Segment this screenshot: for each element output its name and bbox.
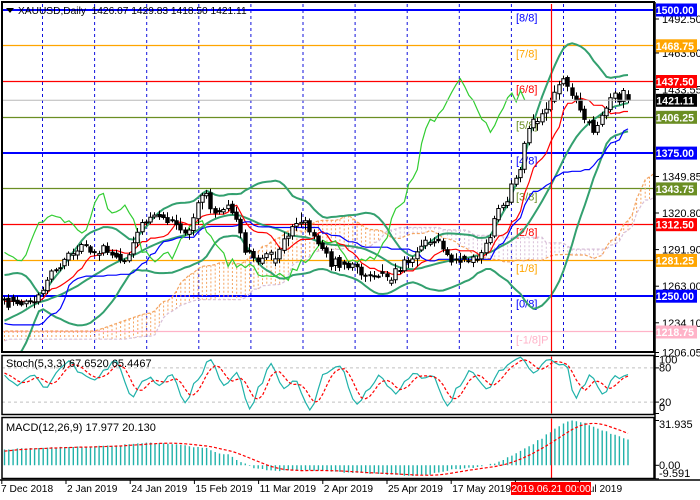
svg-text:1437.50: 1437.50: [656, 77, 694, 89]
svg-text:[4/8]: [4/8]: [516, 156, 537, 168]
svg-text:[7/8]: [7/8]: [516, 48, 537, 60]
svg-text:1312.50: 1312.50: [656, 220, 694, 232]
svg-text:1349.85: 1349.85: [662, 172, 700, 184]
svg-text:1406.25: 1406.25: [656, 112, 694, 124]
svg-text:24 Jan 2019: 24 Jan 2019: [131, 484, 187, 495]
svg-text:20: 20: [659, 397, 671, 409]
svg-text:MACD(12,26,9) 17.977 20.130: MACD(12,26,9) 17.977 20.130: [6, 422, 156, 434]
svg-text:1218.75: 1218.75: [656, 327, 694, 339]
svg-text:1492.50: 1492.50: [662, 14, 700, 26]
svg-text:-9.591: -9.591: [659, 468, 690, 480]
svg-text:1343.75: 1343.75: [656, 184, 694, 196]
svg-text:1421.11: 1421.11: [656, 95, 694, 107]
svg-text:7 Dec 2018: 7 Dec 2018: [1, 484, 53, 495]
svg-text:[1/8]: [1/8]: [516, 263, 537, 275]
svg-text:Stoch(5,3,3) 67.6520 65.4467: Stoch(5,3,3) 67.6520 65.4467: [6, 358, 152, 370]
svg-text:2 Jan 2019: 2 Jan 2019: [67, 484, 118, 495]
svg-text:1281.25: 1281.25: [656, 255, 694, 267]
svg-text:1500.00: 1500.00: [656, 5, 694, 17]
svg-text:17 May 2019: 17 May 2019: [452, 484, 511, 495]
svg-text:11 Mar 2019: 11 Mar 2019: [260, 484, 317, 495]
svg-text:31.935: 31.935: [659, 419, 693, 431]
svg-text:[3/8]: [3/8]: [516, 191, 537, 203]
svg-text:2 Apr 2019: 2 Apr 2019: [324, 484, 374, 495]
svg-text:25 Apr 2019: 25 Apr 2019: [388, 484, 443, 495]
svg-text:100: 100: [659, 355, 677, 367]
svg-text:[-1/8]P: [-1/8]P: [516, 335, 548, 347]
svg-text:Jul 2019: Jul 2019: [584, 484, 623, 495]
svg-text:0: 0: [659, 402, 665, 414]
svg-text:1320.80: 1320.80: [662, 208, 700, 220]
svg-text:[2/8]: [2/8]: [516, 227, 537, 239]
svg-text:15 Feb 2019: 15 Feb 2019: [195, 484, 253, 495]
svg-text:XAUUSD,Daily 1426.07 1429.83: XAUUSD,Daily 1426.07 1429.83 1418.50 142…: [18, 6, 247, 17]
svg-text:[8/8]: [8/8]: [516, 13, 537, 25]
svg-text:80: 80: [659, 363, 671, 375]
svg-text:1250.00: 1250.00: [656, 291, 694, 303]
svg-text:1291.90: 1291.90: [662, 245, 700, 257]
svg-text:2019.06.21 00:00: 2019.06.21 00:00: [511, 484, 591, 495]
svg-text:1206.05: 1206.05: [662, 348, 700, 360]
svg-text:1468.75: 1468.75: [656, 41, 694, 53]
svg-text:1375.00: 1375.00: [656, 148, 694, 160]
svg-text:0.00: 0.00: [659, 460, 680, 472]
